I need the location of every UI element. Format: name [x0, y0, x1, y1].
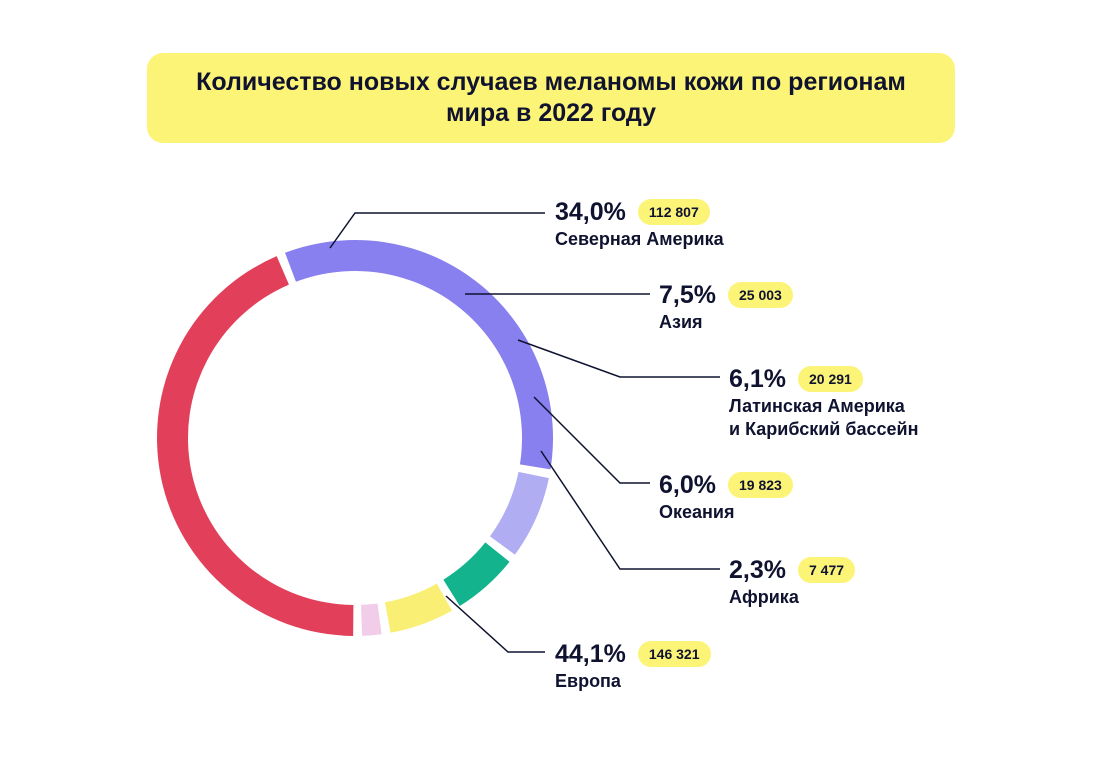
leader-latin-america [517, 339, 720, 378]
label-europe: 44,1% 146 321 Европа [555, 638, 711, 693]
label-north-america: 34,0% 112 807 Северная Америка [555, 196, 724, 251]
label-oceania: 6,0% 19 823 Океания [659, 469, 793, 524]
slice-africa [361, 603, 382, 636]
leader-north-america [329, 212, 545, 249]
value-badge: 25 003 [727, 282, 793, 308]
slice-europe [156, 256, 354, 636]
leader-europe [445, 595, 545, 653]
slice-latin-america [443, 542, 510, 607]
value-badge: 7 477 [797, 557, 856, 583]
value-badge: 112 807 [637, 199, 710, 225]
chart-title: Количество новых случаев меланомы кожи п… [196, 68, 906, 127]
slice-oceania [384, 583, 453, 633]
percent-label: 2,3% [729, 556, 786, 584]
region-name: Европа [555, 671, 621, 691]
slice-north-america [285, 240, 553, 470]
title-banner: Количество новых случаев меланомы кожи п… [147, 53, 955, 143]
value-badge: 19 823 [727, 472, 793, 498]
region-name: Азия [659, 312, 703, 332]
percent-label: 7,5% [659, 281, 716, 309]
value-badge: 20 291 [797, 366, 863, 392]
region-name: Океания [659, 502, 735, 522]
leader-africa [540, 450, 720, 570]
label-latin-america: 6,1% 20 291 Латинская Америка и Карибски… [729, 363, 918, 441]
percent-label: 34,0% [555, 198, 626, 226]
region-name: Северная Америка [555, 229, 724, 249]
slice-asia [489, 471, 549, 555]
percent-label: 6,1% [729, 365, 786, 393]
percent-label: 44,1% [555, 640, 626, 668]
percent-label: 6,0% [659, 471, 716, 499]
label-africa: 2,3% 7 477 Африка [729, 554, 856, 609]
region-name: Латинская Америка и Карибский бассейн [729, 396, 919, 439]
region-name: Африка [729, 587, 799, 607]
leader-oceania [533, 396, 650, 484]
label-asia: 7,5% 25 003 Азия [659, 279, 793, 334]
value-badge: 146 321 [637, 641, 711, 667]
